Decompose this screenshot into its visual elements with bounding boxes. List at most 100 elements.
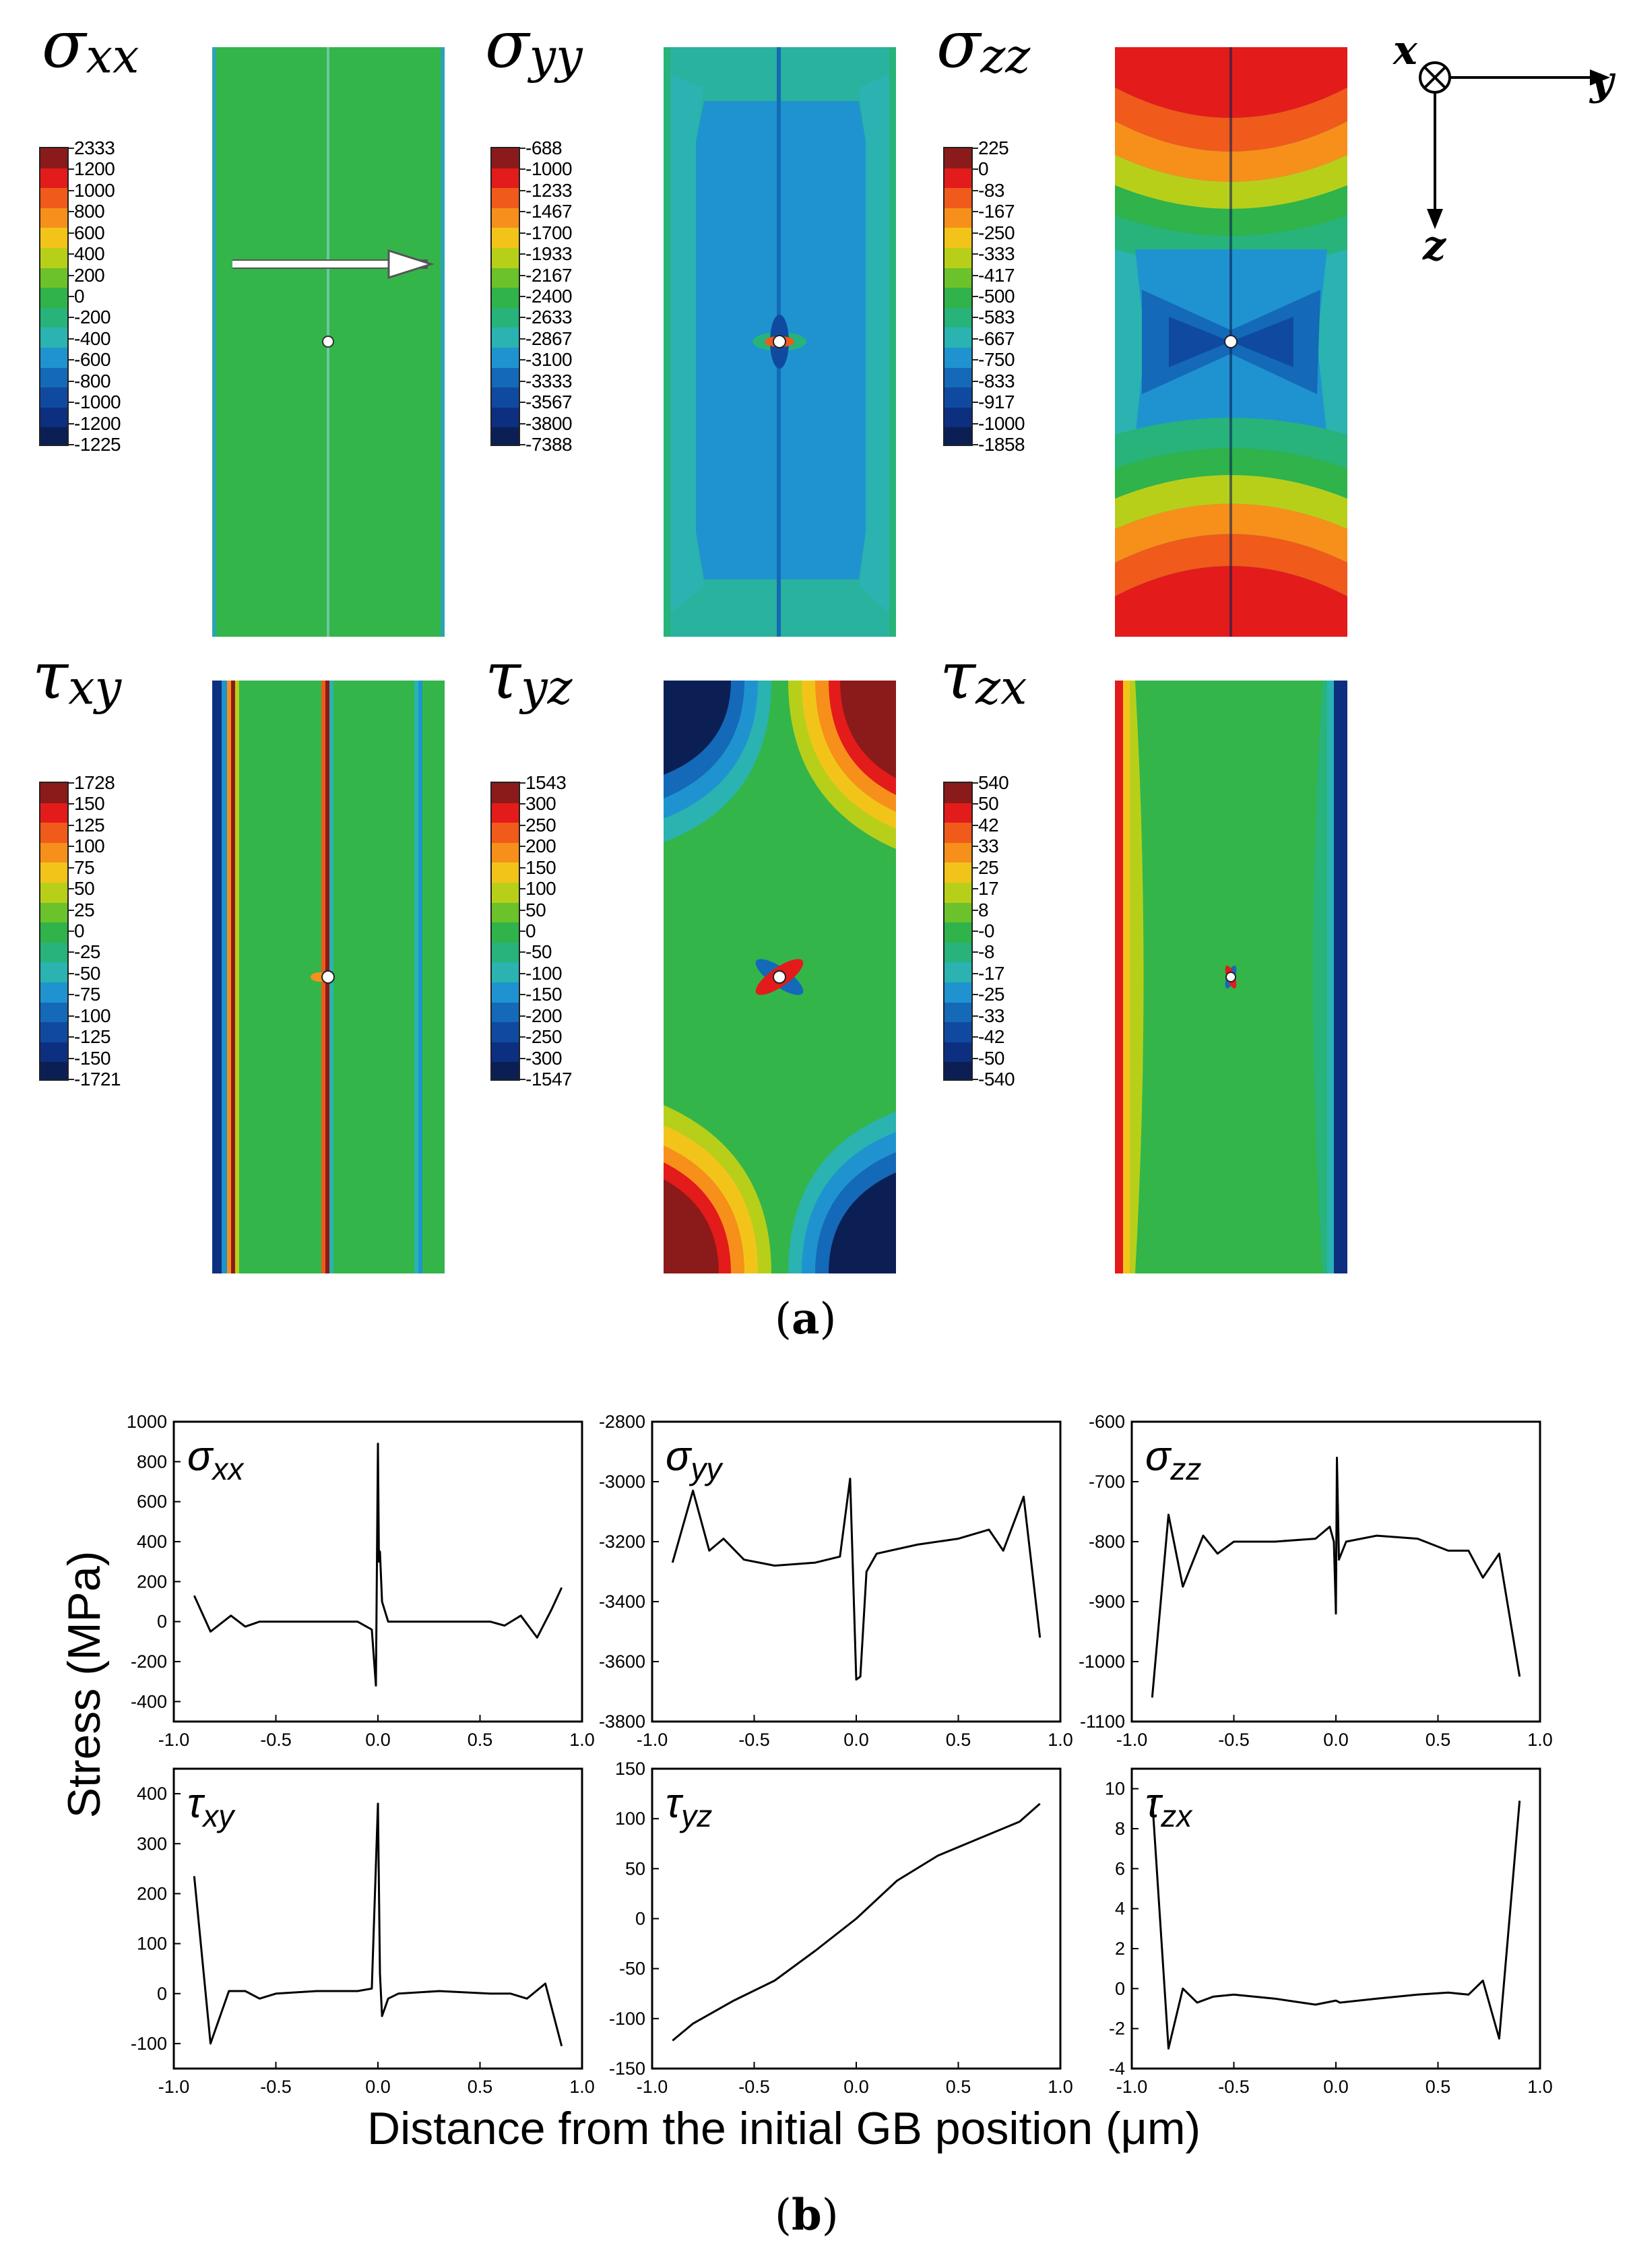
series-line-szz bbox=[1151, 1456, 1521, 1698]
colorbar-tick bbox=[67, 380, 74, 382]
colorbar-tick bbox=[971, 422, 978, 424]
colorbar-label: 225 bbox=[978, 137, 1009, 158]
colorbar-swatch bbox=[492, 802, 519, 823]
colorbar-label: -50 bbox=[74, 962, 100, 984]
colorbar-label: -1000 bbox=[74, 391, 121, 413]
plot-frame bbox=[1130, 1767, 1541, 2070]
colorbar-swatch bbox=[944, 228, 971, 248]
colorbar-tick bbox=[67, 296, 74, 297]
stress-line-plots: -1.0 -0.5 0.0 0.5 1.0-400-200020040060080010… bbox=[127, 1412, 1553, 2097]
colorbar-swatch bbox=[492, 387, 519, 408]
colorbar-swatch bbox=[944, 387, 971, 408]
colorbar-tick bbox=[519, 296, 525, 297]
colorbar-tick bbox=[519, 803, 525, 805]
colorbar-swatch bbox=[40, 922, 67, 943]
x-tick-label: -0.5 bbox=[1218, 1730, 1250, 1750]
colorbar-swatch bbox=[944, 188, 971, 208]
colorbar-label: 75 bbox=[74, 856, 95, 878]
colorbar-swatch bbox=[492, 882, 519, 903]
colorbar-swatch bbox=[40, 427, 67, 445]
colorbar-swatch bbox=[944, 367, 971, 388]
colorbar-swatch bbox=[492, 288, 519, 308]
x-tick-label: -0.5 bbox=[1218, 2077, 1250, 2097]
x-axis-title: Distance from the initial GB position (μ… bbox=[367, 2103, 1201, 2154]
x-tick-label: 1.0 bbox=[1048, 2077, 1073, 2097]
colorbar-swatch bbox=[944, 427, 971, 445]
colorbar-tick bbox=[519, 380, 525, 382]
colorbar-label: 800 bbox=[74, 201, 105, 222]
colorbar-label: 1000 bbox=[74, 179, 115, 201]
colorbar-tick bbox=[519, 888, 525, 890]
colorbar-swatch bbox=[944, 802, 971, 823]
colorbar-tick bbox=[67, 444, 74, 445]
colorbar-swatch bbox=[944, 922, 971, 943]
colorbar-label: -1000 bbox=[525, 158, 573, 180]
colorbar-tick bbox=[67, 1057, 74, 1059]
colorbar-label: -250 bbox=[978, 222, 1015, 243]
y-tick-label: 0 bbox=[635, 1909, 645, 1929]
colorbar-label: -540 bbox=[978, 1069, 1015, 1090]
colorbar-label: 42 bbox=[978, 814, 999, 836]
colorbar-tick bbox=[67, 909, 74, 911]
colorbar-tick bbox=[971, 1015, 978, 1017]
colorbar-tick bbox=[519, 972, 525, 974]
x-tick-label: -0.5 bbox=[738, 1730, 770, 1750]
symbol-sigma-xx: σxx bbox=[42, 7, 139, 84]
colorbar-gradient bbox=[490, 782, 520, 1081]
y-tick-label: 6 bbox=[1115, 1858, 1125, 1879]
colorbar-gradient bbox=[490, 147, 520, 446]
colorbar-label: -1547 bbox=[525, 1069, 573, 1090]
subfigure-label-b: (b) bbox=[775, 2190, 839, 2240]
x-tick-label: -1.0 bbox=[1116, 2077, 1148, 2097]
y-tick-label: 1000 bbox=[127, 1412, 167, 1432]
colorbar-swatch bbox=[492, 347, 519, 368]
colorbar-swatch bbox=[40, 842, 67, 863]
colorbar-tick bbox=[519, 317, 525, 319]
colorbar-tick bbox=[971, 803, 978, 805]
colorbar-tick bbox=[519, 359, 525, 361]
coordinate-axes bbox=[1388, 27, 1630, 280]
colorbar-swatch bbox=[492, 902, 519, 923]
plot-symbol-szz: σzz bbox=[1145, 1433, 1201, 1486]
colorbar-swatch bbox=[492, 188, 519, 208]
colorbar-label: 25 bbox=[978, 856, 999, 878]
colorbar-swatch bbox=[492, 1062, 519, 1079]
x-tick-label: -1.0 bbox=[637, 2077, 668, 2097]
series-line-sxx bbox=[193, 1443, 563, 1687]
colorbar-tick bbox=[519, 846, 525, 848]
colorbar-swatch bbox=[944, 247, 971, 268]
x-tick-label: 0.5 bbox=[946, 1730, 971, 1750]
colorbar-tick bbox=[67, 148, 74, 149]
y-tick-label: 0 bbox=[157, 1984, 167, 2004]
colorbar-label: -1200 bbox=[74, 412, 121, 434]
colorbar-tick bbox=[67, 422, 74, 424]
colorbar-tick bbox=[519, 1036, 525, 1038]
colorbar-swatch bbox=[944, 327, 971, 348]
colorbar-gradient bbox=[943, 147, 973, 446]
y-tick-label: 2 bbox=[1115, 1939, 1125, 1959]
y-tick-label: 600 bbox=[137, 1492, 167, 1512]
colorbar-tick bbox=[519, 148, 525, 149]
x-tick-label: 1.0 bbox=[1527, 1730, 1553, 1750]
colorbar-swatch bbox=[492, 168, 519, 189]
series-line-tzx bbox=[1151, 1798, 1521, 2050]
colorbar-label: 33 bbox=[978, 836, 999, 857]
colorbar-tick bbox=[519, 168, 525, 170]
colorbar-tick bbox=[519, 422, 525, 424]
colorbar-tick bbox=[67, 232, 74, 234]
y-tick-label: -50 bbox=[619, 1959, 645, 1979]
plot-tyz: -1.0 -0.5 0.0 0.5 1.0 -150 -100 -50 0 50 100 150 τyz bbox=[609, 1759, 1073, 2097]
colorbar-label: 250 bbox=[525, 814, 556, 836]
colorbar-tick bbox=[519, 782, 525, 784]
y-tick-label: 50 bbox=[625, 1858, 645, 1879]
colorbar-swatch bbox=[40, 902, 67, 923]
colorbar-swatch bbox=[492, 307, 519, 328]
y-tick-label: -1000 bbox=[1079, 1651, 1125, 1672]
x-tick-label: 1.0 bbox=[1048, 1730, 1073, 1750]
y-tick-label: 100 bbox=[137, 1934, 167, 1954]
y-tick-label: -2800 bbox=[599, 1412, 645, 1432]
colorbar-label: -150 bbox=[74, 1047, 111, 1069]
colorbar-tick bbox=[519, 211, 525, 213]
colorbar-swatch bbox=[492, 942, 519, 963]
colorbar-tick bbox=[519, 253, 525, 255]
